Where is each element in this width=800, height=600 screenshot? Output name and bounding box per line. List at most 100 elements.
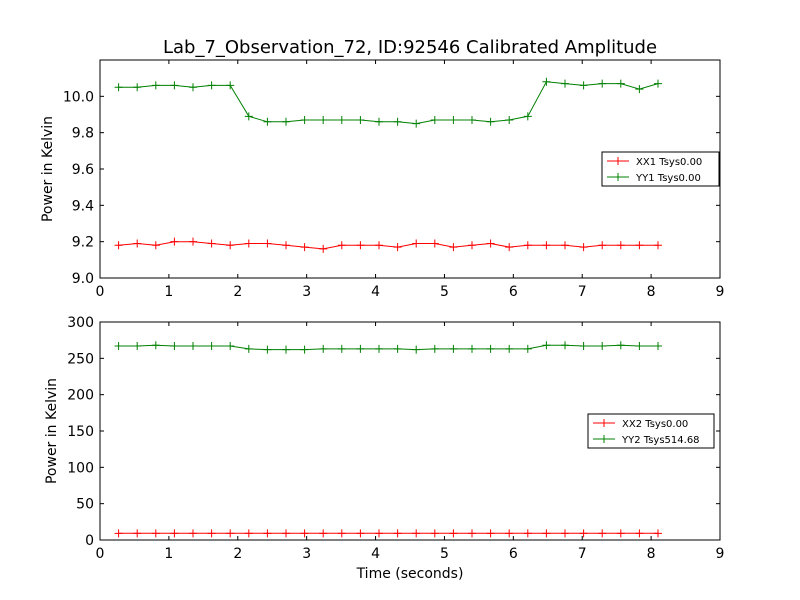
legend-label: XX1 Tsys0.00	[636, 157, 702, 168]
data-point	[133, 341, 142, 350]
data-point	[635, 529, 644, 538]
data-point	[337, 241, 346, 250]
data-point	[151, 81, 160, 90]
data-point	[319, 244, 328, 253]
data-point	[170, 529, 179, 538]
data-point	[412, 529, 421, 538]
data-point	[486, 239, 495, 248]
data-point	[468, 115, 476, 124]
top-axes: 0 1 2 3 4 5 6 7 8 9 9.0 9.2 9.4 9.6 9.8 10.0 Power in Ke…	[40, 59, 725, 300]
data-point	[449, 115, 458, 124]
data-point	[542, 241, 551, 250]
data-point	[561, 341, 569, 350]
data-point	[170, 237, 179, 246]
x-tick-label: 2	[233, 284, 242, 300]
y-tick-label: 9.8	[72, 126, 94, 142]
x-tick-label: 1	[164, 284, 173, 300]
data-point	[244, 239, 253, 248]
y-tick-label: 10.0	[63, 89, 94, 105]
data-point	[114, 529, 123, 538]
x-tick-label: 4	[371, 546, 380, 562]
data-point	[356, 115, 365, 124]
x-tick-label: 2	[233, 546, 242, 562]
data-point	[542, 77, 551, 86]
data-point	[226, 241, 235, 250]
data-point	[300, 115, 309, 124]
data-point	[356, 529, 365, 538]
legend-label: YY2 Tsys514.68	[621, 435, 700, 446]
data-point	[189, 83, 197, 92]
legend-box	[587, 413, 715, 449]
data-point	[282, 241, 290, 250]
data-point	[523, 241, 532, 250]
data-point	[263, 529, 272, 538]
data-point	[133, 239, 142, 248]
data-point	[151, 529, 160, 538]
data-point	[393, 117, 402, 126]
data-point	[375, 241, 383, 250]
bottom-axes: 0 1 2 3 4 5 6 7 8 9 0 50 100 150 200 250 300 Power in Kel…	[44, 315, 724, 562]
data-point	[337, 344, 346, 353]
data-point	[282, 117, 290, 126]
data-point	[468, 241, 476, 250]
data-point	[282, 529, 290, 538]
data-point	[579, 81, 588, 90]
data-point	[542, 341, 551, 350]
data-point	[449, 344, 458, 353]
data-point	[505, 344, 514, 353]
y-tick-label: 9.2	[72, 235, 94, 251]
data-point	[505, 243, 514, 252]
data-point	[616, 341, 625, 350]
data-point	[114, 241, 123, 250]
data-point	[337, 529, 346, 538]
y-tick-label: 9.6	[72, 162, 94, 178]
data-point	[486, 344, 495, 353]
data-point	[468, 529, 476, 538]
data-point	[468, 344, 476, 353]
data-point	[561, 529, 569, 538]
y-tick-label: 0	[85, 533, 94, 549]
data-point	[598, 341, 607, 350]
data-point	[244, 529, 253, 538]
data-point	[226, 341, 235, 350]
data-point	[151, 241, 160, 250]
legend-marker	[600, 419, 608, 427]
data-point	[561, 79, 569, 88]
data-point	[114, 83, 123, 92]
data-point	[561, 241, 569, 250]
data-point	[616, 79, 625, 88]
data-point	[635, 341, 644, 350]
legend-marker	[614, 173, 622, 181]
data-point	[337, 115, 346, 124]
data-point	[263, 117, 272, 126]
x-tick-label: 5	[440, 546, 449, 562]
data-point	[598, 529, 607, 538]
x-tick-label: 3	[302, 546, 311, 562]
data-point	[449, 529, 458, 538]
data-point	[300, 243, 309, 252]
data-point	[579, 341, 588, 350]
data-point	[654, 529, 662, 538]
data-point	[263, 345, 272, 354]
x-tick-label: 9	[716, 284, 725, 300]
x-tick-label: 7	[578, 284, 587, 300]
data-point	[523, 529, 532, 538]
data-point	[189, 237, 197, 246]
x-tick-label: 8	[647, 546, 656, 562]
data-point	[319, 115, 328, 124]
data-point	[319, 344, 328, 353]
x-tick-label: 5	[440, 284, 449, 300]
data-point	[523, 112, 532, 121]
data-point	[226, 529, 235, 538]
data-point	[412, 345, 421, 354]
legend-marker	[600, 435, 608, 443]
data-point	[598, 241, 607, 250]
data-point	[654, 241, 662, 250]
y-tick-label: 200	[67, 388, 94, 404]
data-point	[430, 239, 439, 248]
data-point	[356, 344, 365, 353]
data-point	[635, 85, 644, 94]
x-tick-label: 0	[96, 284, 105, 300]
